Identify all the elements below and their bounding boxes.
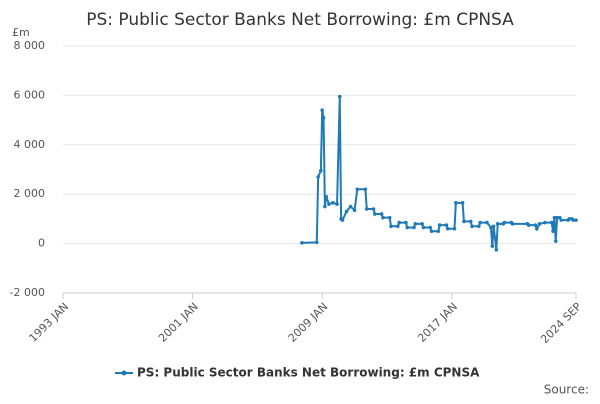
y-tick-label: 4 000 bbox=[14, 138, 46, 151]
x-tick-label: 1993 JAN bbox=[26, 300, 71, 345]
point bbox=[490, 244, 495, 248]
point bbox=[413, 222, 418, 226]
point bbox=[552, 215, 557, 220]
point bbox=[364, 207, 369, 211]
point bbox=[324, 194, 329, 199]
y-axis-label: £m bbox=[12, 26, 30, 39]
point bbox=[352, 208, 357, 213]
point bbox=[355, 187, 360, 192]
y-tick-label: -2 000 bbox=[10, 286, 45, 299]
point bbox=[555, 215, 559, 220]
point bbox=[319, 168, 323, 173]
point bbox=[316, 175, 320, 179]
point bbox=[444, 223, 449, 227]
point bbox=[412, 225, 416, 230]
point bbox=[337, 94, 342, 99]
point bbox=[429, 229, 434, 234]
point bbox=[320, 108, 325, 113]
x-tick-label: 2009 JAN bbox=[286, 300, 331, 345]
point bbox=[533, 223, 538, 227]
point bbox=[363, 187, 368, 192]
point bbox=[379, 212, 384, 216]
point bbox=[389, 224, 393, 229]
point bbox=[551, 229, 555, 234]
point bbox=[478, 220, 482, 225]
point bbox=[348, 204, 353, 209]
point bbox=[454, 201, 458, 205]
x-tick-label: 2017 JAN bbox=[415, 300, 460, 345]
x-tick-label: 2024 SEP bbox=[538, 300, 584, 346]
point bbox=[535, 226, 539, 231]
point bbox=[574, 218, 578, 222]
point bbox=[340, 218, 345, 222]
point bbox=[327, 202, 331, 206]
legend-marker bbox=[121, 370, 127, 376]
point bbox=[371, 207, 376, 211]
point bbox=[445, 226, 450, 231]
point bbox=[421, 225, 426, 230]
point bbox=[321, 115, 326, 120]
point bbox=[567, 217, 572, 221]
point bbox=[559, 218, 563, 222]
point bbox=[543, 220, 547, 225]
source: Source: bbox=[544, 383, 589, 397]
point bbox=[405, 225, 410, 230]
point bbox=[323, 204, 327, 209]
point bbox=[502, 220, 507, 225]
point bbox=[549, 220, 554, 225]
point bbox=[494, 247, 499, 252]
point bbox=[462, 219, 466, 224]
point bbox=[526, 223, 531, 227]
line bbox=[301, 96, 576, 250]
point bbox=[510, 222, 515, 226]
point bbox=[396, 224, 400, 229]
point bbox=[452, 226, 457, 231]
point bbox=[404, 220, 408, 225]
point bbox=[436, 229, 441, 234]
y-tick-label: 6 000 bbox=[14, 88, 46, 101]
point bbox=[477, 224, 481, 229]
point bbox=[387, 215, 392, 220]
point bbox=[420, 222, 424, 226]
point bbox=[485, 220, 489, 225]
point bbox=[335, 202, 339, 206]
point bbox=[495, 222, 500, 226]
point bbox=[428, 225, 433, 230]
point bbox=[489, 225, 493, 230]
y-tick-label: 8 000 bbox=[14, 39, 46, 52]
point bbox=[397, 220, 401, 225]
y-tick-label: 2 000 bbox=[14, 187, 46, 200]
point bbox=[437, 223, 442, 227]
chart-title: PS: Public Sector Banks Net Borrowing: £… bbox=[86, 10, 514, 30]
point bbox=[315, 240, 319, 245]
point bbox=[468, 219, 473, 224]
point bbox=[373, 212, 377, 216]
y-tick-label: 0 bbox=[38, 237, 45, 250]
point bbox=[470, 224, 474, 229]
point bbox=[553, 239, 558, 243]
point bbox=[300, 241, 304, 245]
legend-label: PS: Public Sector Banks Net Borrowing: £… bbox=[137, 366, 480, 380]
point bbox=[331, 201, 335, 205]
point bbox=[344, 209, 349, 214]
point bbox=[537, 222, 542, 226]
point bbox=[460, 201, 465, 205]
x-tick-label: 2001 JAN bbox=[156, 300, 201, 345]
point bbox=[491, 224, 496, 229]
point bbox=[571, 218, 576, 222]
point bbox=[381, 215, 385, 220]
